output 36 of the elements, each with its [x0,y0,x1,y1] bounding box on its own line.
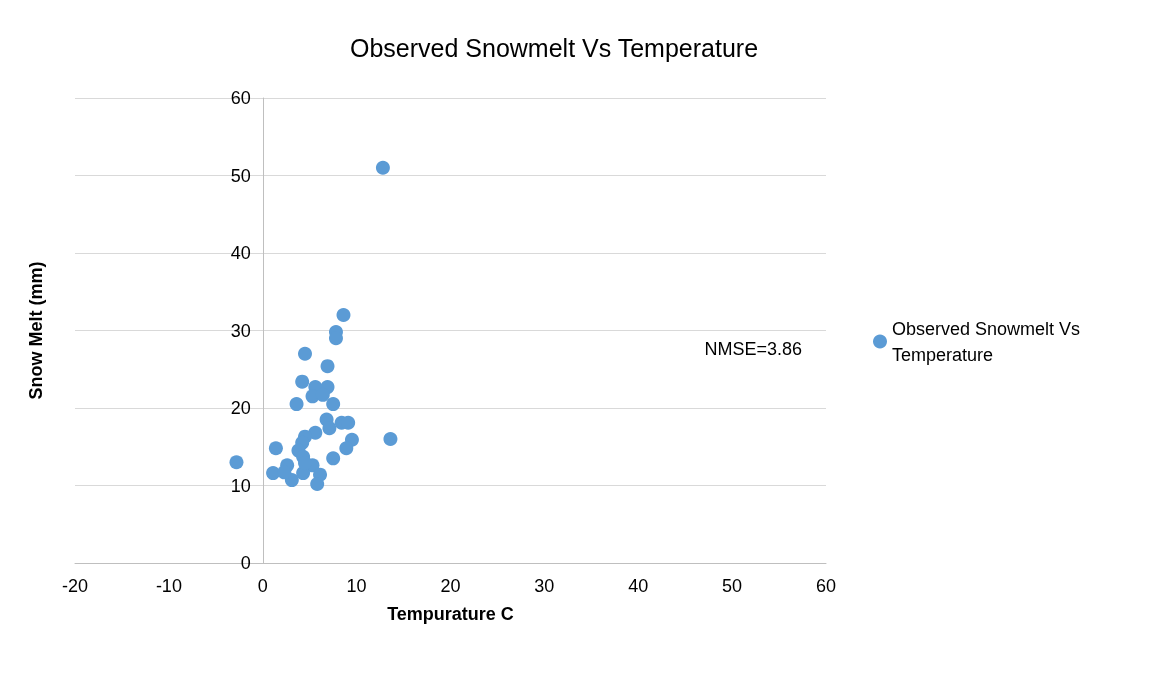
y-tick-label: 0 [240,553,251,573]
point [336,308,351,322]
annotation: NMSE=3.86 [704,339,803,359]
x-tick-label: 20 [440,576,461,596]
y-tick-label: 20 [230,398,251,418]
point [310,476,325,491]
point [295,374,310,389]
point [277,465,292,480]
x-tick-label: 0 [257,576,268,596]
point [383,432,398,446]
y-tick-label: 30 [230,320,251,341]
point [289,397,304,412]
y-tick-label: 40 [230,243,251,263]
y-tick-label: 60 [230,88,251,108]
point [320,359,335,374]
point [298,346,312,361]
point [326,397,341,412]
point [326,451,341,466]
x-tick-label: 40 [628,576,649,596]
point [268,441,283,456]
x-tick-label: -20 [61,576,89,596]
point [322,421,337,436]
y-tick-label: 10 [230,475,251,496]
x-axis-title: Tempurature C [387,604,514,624]
legend-label: Observed Snowmelt Vs Temperature [892,318,1086,365]
chart-title: Observed Snowmelt Vs Temperature [350,33,759,62]
x-tick-label: 60 [815,576,837,596]
x-tick-label: 30 [534,576,555,596]
x-tick-label: -10 [155,576,182,596]
point [375,160,390,175]
x-tick-label: 50 [722,576,743,596]
point [229,455,244,470]
y-axis-title: Snow Melt (mm) [26,261,46,400]
point [339,441,354,456]
x-tick-label: 10 [346,576,367,596]
y-tick-label: 50 [230,165,251,186]
